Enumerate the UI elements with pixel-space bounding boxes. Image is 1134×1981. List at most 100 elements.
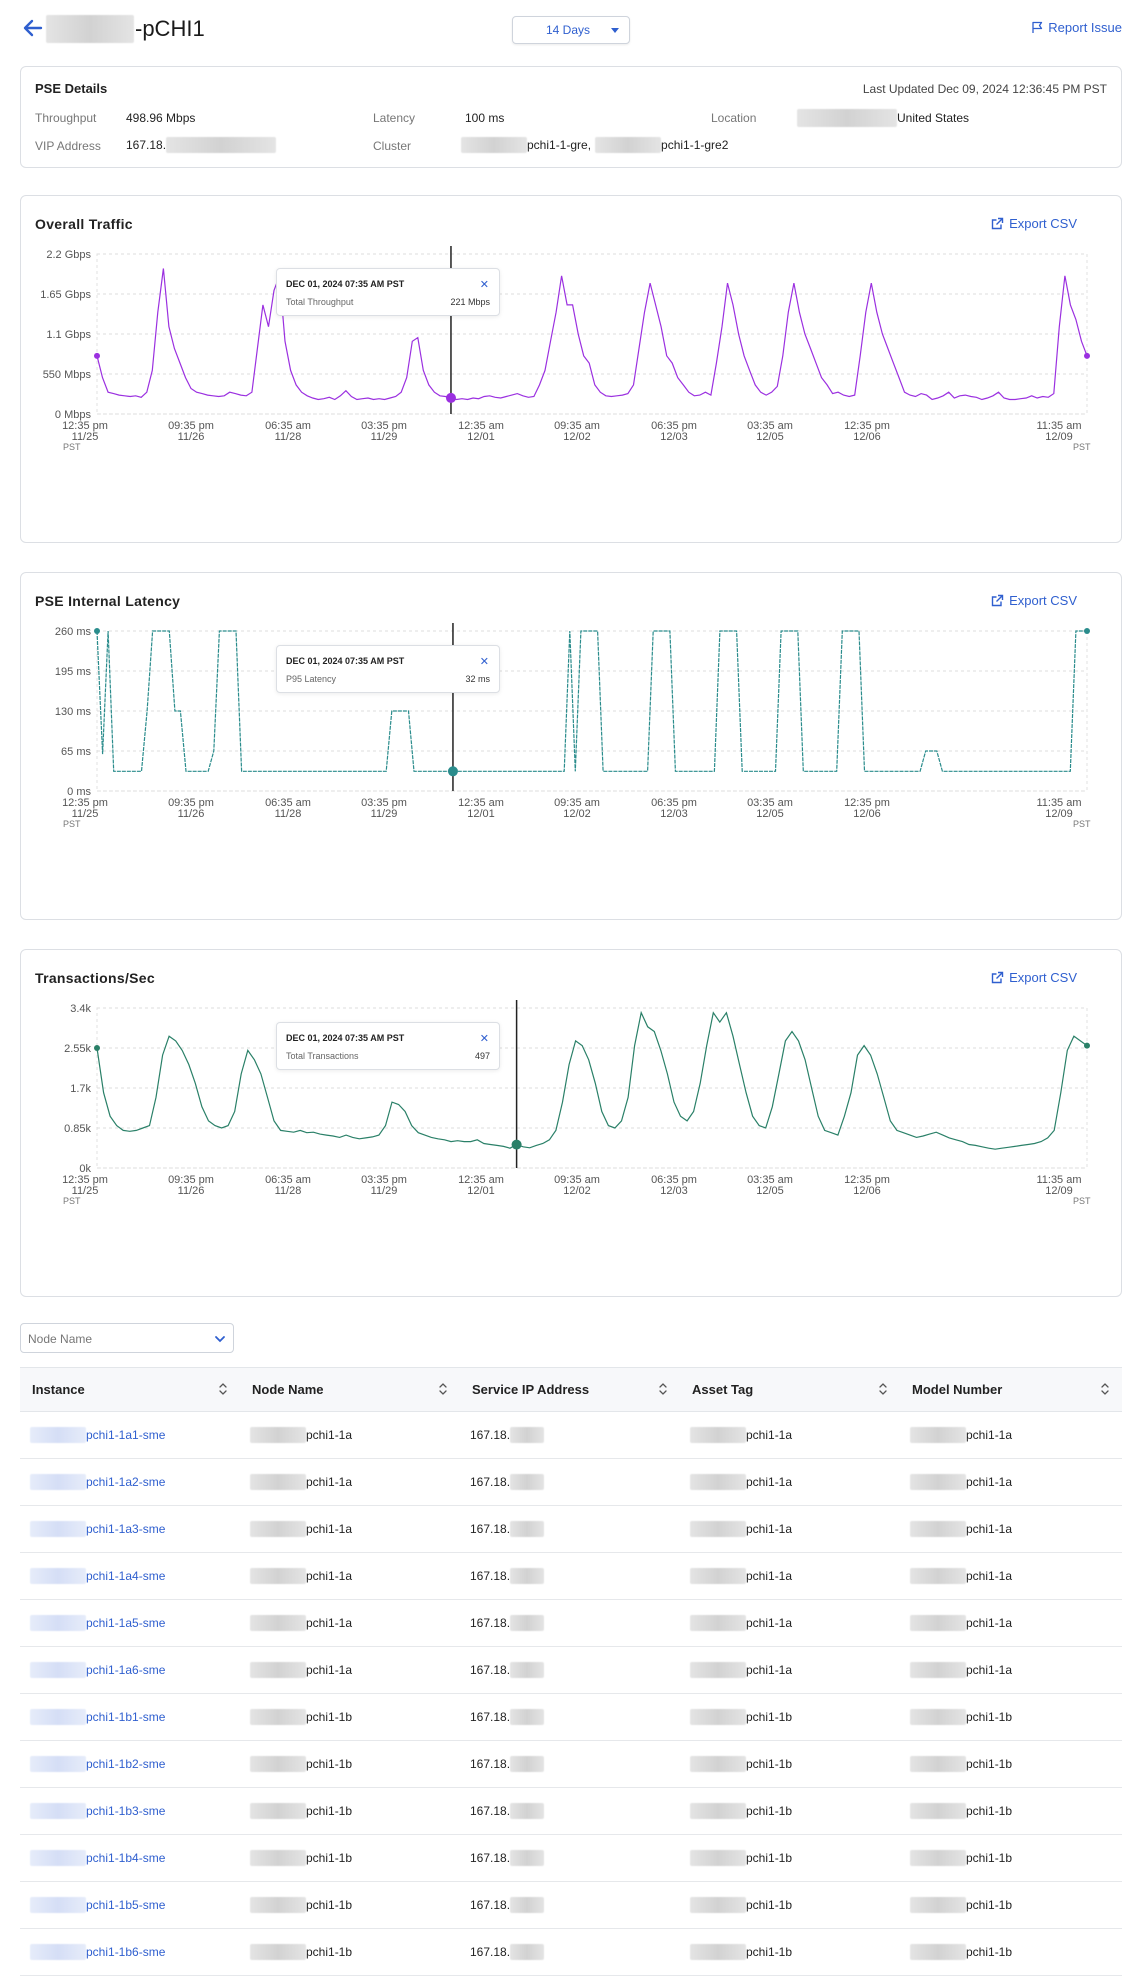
x-tick-date: 11/29 — [371, 431, 398, 443]
redacted-value — [30, 1709, 86, 1725]
x-tick-date: 12/01 — [467, 1185, 495, 1197]
cell-instance[interactable]: pchi1-1b2-sme — [20, 1756, 240, 1772]
redacted-value — [250, 1897, 306, 1913]
export-csv-button[interactable]: Export CSV — [991, 593, 1077, 608]
sort-icon[interactable] — [438, 1382, 448, 1396]
redacted-value — [250, 1803, 306, 1819]
tooltip-label: Total Throughput — [286, 297, 354, 307]
redacted-value — [250, 1944, 306, 1960]
throughput-value: 498.96 Mbps — [126, 111, 196, 125]
redacted-cluster-1 — [461, 137, 527, 153]
cell-text: pchi1-1a — [306, 1522, 353, 1536]
cell-instance[interactable]: pchi1-1b4-sme — [20, 1850, 240, 1866]
time-range-select[interactable]: 14 Days — [512, 16, 630, 44]
column-header[interactable]: Instance — [20, 1368, 240, 1411]
cell-node: pchi1-1b — [240, 1709, 460, 1725]
series-start-point — [94, 1045, 100, 1051]
export-csv-button[interactable]: Export CSV — [991, 216, 1077, 231]
close-icon[interactable]: ✕ — [479, 279, 489, 291]
x-tick-date: 11/26 — [178, 808, 205, 820]
redacted-value — [30, 1662, 86, 1678]
x-tick-date: 12/06 — [853, 431, 881, 443]
sort-icon[interactable] — [658, 1382, 668, 1396]
cell-instance[interactable]: pchi1-1b3-sme — [20, 1803, 240, 1819]
redacted-value — [250, 1662, 306, 1678]
column-header-label: Node Name — [252, 1382, 324, 1397]
cell-text: pchi1-1b3-sme — [86, 1804, 166, 1818]
cluster-value-1: pchi1-1-gre, — [527, 138, 592, 152]
redacted-value — [690, 1615, 746, 1631]
x-tick-date: 11/25 — [72, 1185, 99, 1197]
cell-node: pchi1-1b — [240, 1850, 460, 1866]
redacted-value — [30, 1756, 86, 1772]
redacted-value — [250, 1568, 306, 1584]
hover-point — [447, 766, 458, 777]
cell-text: pchi1-1a — [746, 1569, 793, 1583]
column-header-label: Asset Tag — [692, 1382, 754, 1397]
cell-instance[interactable]: pchi1-1a2-sme — [20, 1474, 240, 1490]
cell-instance[interactable]: pchi1-1a6-sme — [20, 1662, 240, 1678]
cell-text: 167.18. — [470, 1475, 511, 1489]
sort-icon[interactable] — [878, 1382, 888, 1396]
cell-text: pchi1-1b — [746, 1851, 793, 1865]
redacted-value — [250, 1756, 306, 1772]
node-name-filter[interactable]: Node Name — [20, 1323, 234, 1353]
cell-instance[interactable]: pchi1-1b5-sme — [20, 1897, 240, 1913]
y-tick-label: 65 ms — [61, 746, 91, 758]
cell-text: pchi1-1a — [306, 1475, 353, 1489]
y-tick-label: 3.4k — [70, 1003, 91, 1015]
back-arrow-icon[interactable] — [22, 17, 44, 39]
hover-point — [511, 1139, 522, 1150]
cell-text: pchi1-1a6-sme — [86, 1663, 166, 1677]
caret-down-icon — [611, 28, 619, 33]
cell-instance[interactable]: pchi1-1b1-sme — [20, 1709, 240, 1725]
cell-ip: 167.18. — [460, 1803, 680, 1819]
column-header[interactable]: Model Number — [900, 1368, 1122, 1411]
timezone-label: PST — [1073, 1196, 1091, 1206]
cell-instance[interactable]: pchi1-1a3-sme — [20, 1521, 240, 1537]
redacted-value — [510, 1850, 545, 1866]
cell-instance[interactable]: pchi1-1b6-sme — [20, 1944, 240, 1960]
close-icon[interactable]: ✕ — [479, 656, 489, 668]
sort-icon[interactable] — [218, 1382, 228, 1396]
cell-text: pchi1-1b — [306, 1757, 353, 1771]
column-header[interactable]: Node Name — [240, 1368, 460, 1411]
cell-model: pchi1-1b — [900, 1709, 1122, 1725]
export-csv-button[interactable]: Export CSV — [991, 970, 1077, 985]
column-header[interactable]: Service IP Address — [460, 1368, 680, 1411]
cell-instance[interactable]: pchi1-1a4-sme — [20, 1568, 240, 1584]
cell-node: pchi1-1b — [240, 1944, 460, 1960]
cell-node: pchi1-1a — [240, 1474, 460, 1490]
x-tick-date: 11/29 — [371, 808, 398, 820]
table-row: pchi1-1b5-sme pchi1-1b 167.18. pchi1-1b pchi… — [20, 1882, 1122, 1929]
redacted-value — [910, 1944, 966, 1960]
report-issue-link[interactable]: Report Issue — [1031, 20, 1122, 35]
cell-asset: pchi1-1b — [680, 1897, 900, 1913]
cell-asset: pchi1-1b — [680, 1803, 900, 1819]
redacted-value — [910, 1850, 966, 1866]
cell-instance[interactable]: pchi1-1a1-sme — [20, 1427, 240, 1443]
cell-text: pchi1-1a — [746, 1428, 793, 1442]
cell-model: pchi1-1a — [900, 1568, 1122, 1584]
time-range-value: 14 Days — [545, 23, 591, 37]
sort-icon[interactable] — [1100, 1382, 1110, 1396]
x-tick-time: 03:35 am — [747, 797, 793, 809]
cell-asset: pchi1-1a — [680, 1521, 900, 1537]
redacted-value — [510, 1568, 545, 1584]
chart-plot[interactable]: 0 Mbps 550 Mbps 1.1 Gbps 1.65 Gbps 2.2 Gbps 1… — [21, 246, 1121, 496]
cell-text: pchi1-1b — [306, 1804, 353, 1818]
cell-asset: pchi1-1a — [680, 1427, 900, 1443]
redacted-value — [690, 1803, 746, 1819]
x-tick-time: 12:35 am — [458, 1174, 504, 1186]
redacted-value — [510, 1662, 545, 1678]
tooltip-value: 32 ms — [465, 674, 490, 684]
redacted-value — [910, 1615, 966, 1631]
column-header[interactable]: Asset Tag — [680, 1368, 900, 1411]
cell-asset: pchi1-1b — [680, 1709, 900, 1725]
close-icon[interactable]: ✕ — [479, 1033, 489, 1045]
cell-instance[interactable]: pchi1-1a5-sme — [20, 1615, 240, 1631]
x-tick-time: 09:35 am — [554, 420, 600, 432]
series-line — [96, 268, 1088, 401]
